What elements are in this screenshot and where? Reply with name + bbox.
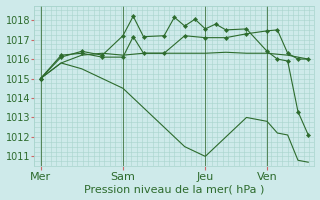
X-axis label: Pression niveau de la mer( hPa ): Pression niveau de la mer( hPa ) — [84, 184, 265, 194]
